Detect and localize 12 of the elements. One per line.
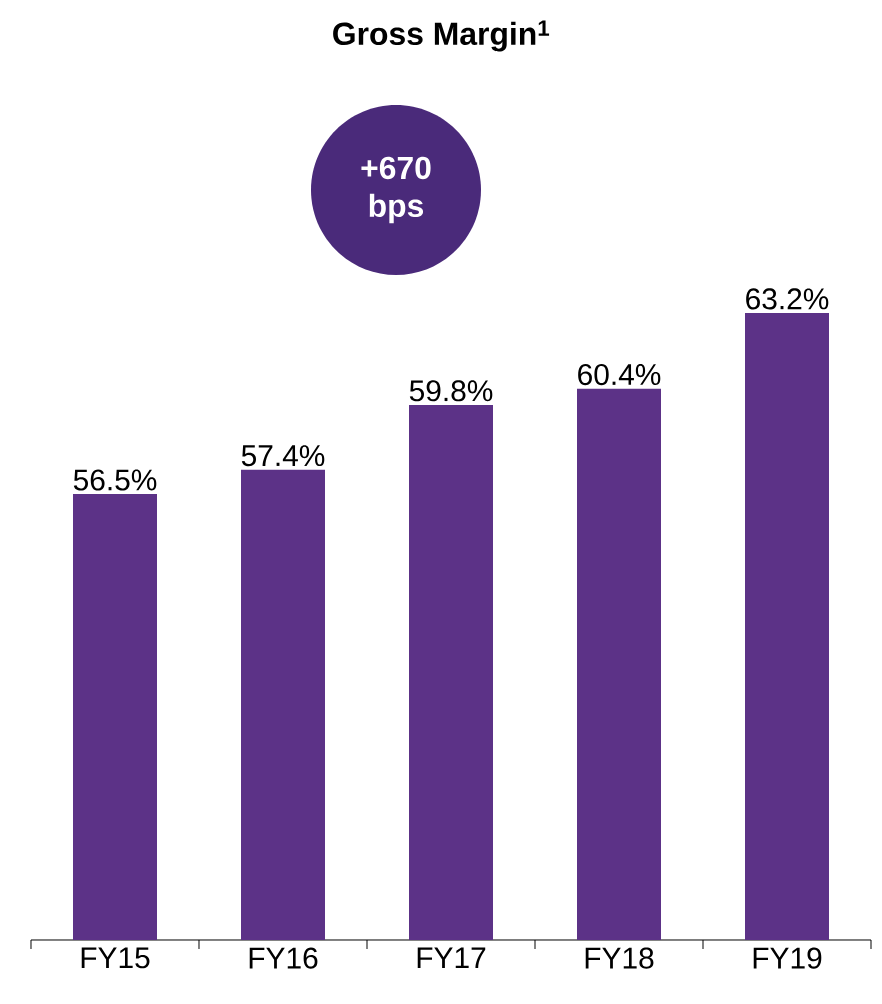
chart-title: Gross Margin$^{1}$ — [333, 20, 550, 52]
data-label: 56.5% — [73, 469, 157, 491]
x-tick-label: FY16 — [249, 947, 318, 969]
data-label: 57.4% — [241, 445, 325, 467]
x-tick-label: FY19 — [753, 947, 822, 969]
x-tick-label: FY18 — [585, 947, 654, 969]
x-tick-label: FY17 — [417, 947, 486, 969]
data-label: 60.4% — [578, 363, 661, 386]
data-label: 59.8% — [409, 380, 493, 402]
x-tick-label: FY15 — [81, 947, 150, 969]
text: +670 bps — [361, 156, 431, 224]
data-label: 63.2% — [746, 288, 829, 310]
